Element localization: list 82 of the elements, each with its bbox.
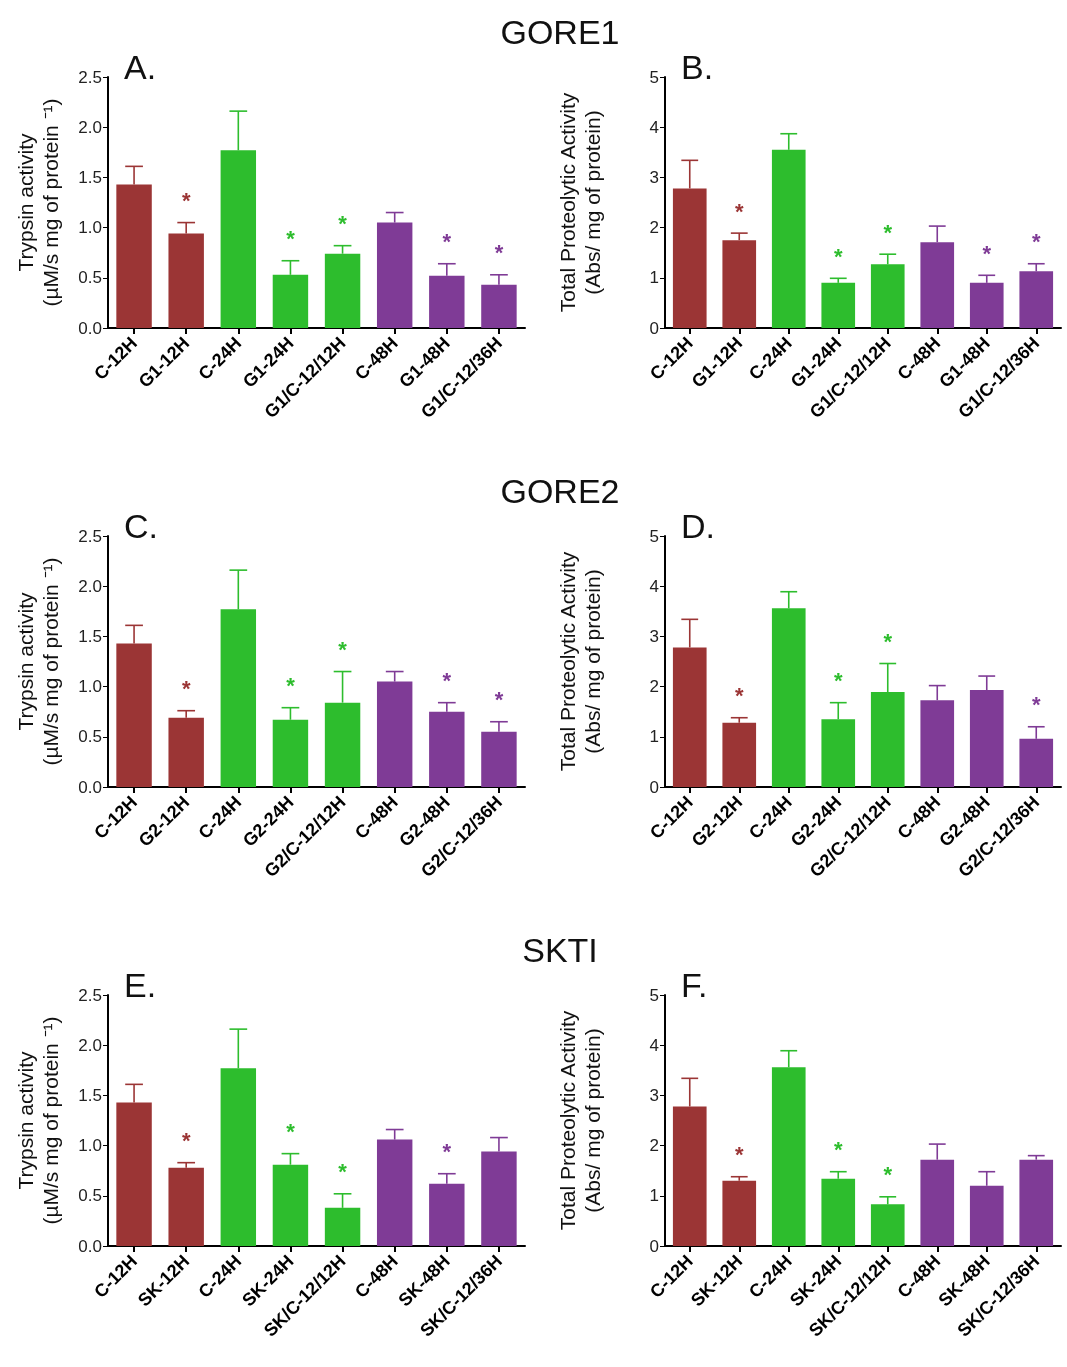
data-label: *	[1031, 692, 1041, 718]
y-tick-label: 2	[649, 218, 659, 238]
y-tick-label: 0	[649, 777, 659, 797]
data-label: *	[734, 683, 744, 709]
bar	[1019, 1159, 1054, 1246]
data-label: *	[338, 637, 348, 663]
y-tick-label: 1.0	[78, 1136, 102, 1156]
y-tick-label: 2.0	[78, 117, 102, 137]
y-tick-label: 2.0	[78, 576, 102, 596]
y-tick-label: 2.0	[78, 1035, 102, 1055]
data-label: *	[883, 1162, 893, 1188]
data-label: *	[442, 229, 452, 255]
y-tick-label: 0.0	[78, 1236, 102, 1256]
y-tick-label: 1.0	[78, 218, 102, 238]
y-axis-title: Trypsin activity (µM/s mg of protein ⁻¹)	[14, 1016, 62, 1225]
annotation: F.	[681, 966, 708, 1004]
annotation: A.	[124, 48, 157, 86]
y-axis-title: Trypsin activity (µM/s mg of protein ⁻¹)	[14, 98, 62, 307]
y-tick-label: 1.5	[78, 167, 102, 187]
y-tick-label: 1.5	[78, 626, 102, 646]
data-label: *	[442, 668, 452, 694]
y-tick-label: 5	[649, 67, 659, 87]
y-tick-label: 3	[649, 167, 659, 187]
chart-title: GORE2	[500, 472, 620, 510]
y-axis-title: Total Proteolytic Activity (Abs/ mg of protein)	[556, 92, 604, 313]
y-axis-title: Total Proteolytic Activity (Abs/ mg of protein)	[556, 1010, 604, 1231]
y-tick-label: 0.5	[78, 268, 102, 288]
y-tick-label: 3	[649, 626, 659, 646]
data-label: *	[494, 687, 504, 713]
y-tick-label: 0.5	[78, 1186, 102, 1206]
chart-title: GORE1	[500, 13, 620, 51]
y-tick-label: 0	[649, 318, 659, 338]
bar	[722, 1180, 757, 1246]
data-label: *	[286, 673, 296, 699]
y-tick-label: 4	[649, 576, 659, 596]
y-axis-title: Total Proteolytic Activity (Abs/ mg of protein)	[556, 551, 604, 772]
y-tick-label: 1.5	[78, 1085, 102, 1105]
data-label: *	[833, 243, 843, 269]
data-label: *	[286, 226, 296, 252]
y-tick-label: 1.0	[78, 677, 102, 697]
y-tick-label: 2	[649, 677, 659, 697]
y-tick-label: 0.0	[78, 318, 102, 338]
y-axis-title: Trypsin activity (µM/s mg of protein ⁻¹)	[14, 557, 62, 766]
y-tick-label: 0.5	[78, 727, 102, 747]
y-tick-label: 2	[649, 1136, 659, 1156]
y-tick-label: 2.5	[78, 526, 102, 546]
y-tick-label: 4	[649, 117, 659, 137]
annotation: D.	[681, 507, 715, 545]
annotation: B.	[681, 48, 714, 86]
data-label: *	[734, 198, 744, 224]
y-tick-label: 4	[649, 1035, 659, 1055]
data-label: *	[181, 188, 191, 214]
data-label: *	[883, 629, 893, 655]
data-label: *	[883, 219, 893, 245]
y-tick-label: 0	[649, 1236, 659, 1256]
annotation: E.	[124, 966, 157, 1004]
data-label: *	[1031, 229, 1041, 255]
data-label: *	[442, 1139, 452, 1165]
data-label: *	[494, 240, 504, 266]
data-label: *	[833, 1137, 843, 1163]
y-tick-label: 1	[649, 1186, 659, 1206]
data-label: *	[833, 668, 843, 694]
y-tick-label: 3	[649, 1085, 659, 1105]
data-label: *	[181, 1128, 191, 1154]
data-label: *	[286, 1119, 296, 1145]
data-label: *	[982, 240, 992, 266]
y-tick-label: 5	[649, 985, 659, 1005]
data-label: *	[181, 676, 191, 702]
annotation: C.	[124, 507, 158, 545]
data-label: *	[338, 1159, 348, 1185]
y-tick-label: 5	[649, 526, 659, 546]
bar	[168, 1167, 204, 1246]
data-label: *	[734, 1142, 744, 1168]
data-label: *	[338, 211, 348, 237]
bar	[821, 282, 856, 328]
chart-title: SKTI	[522, 931, 598, 969]
y-tick-label: 2.5	[78, 985, 102, 1005]
y-tick-label: 0.0	[78, 777, 102, 797]
bar	[722, 722, 757, 787]
y-tick-label: 1	[649, 268, 659, 288]
y-tick-label: 1	[649, 727, 659, 747]
y-tick-label: 2.5	[78, 67, 102, 87]
